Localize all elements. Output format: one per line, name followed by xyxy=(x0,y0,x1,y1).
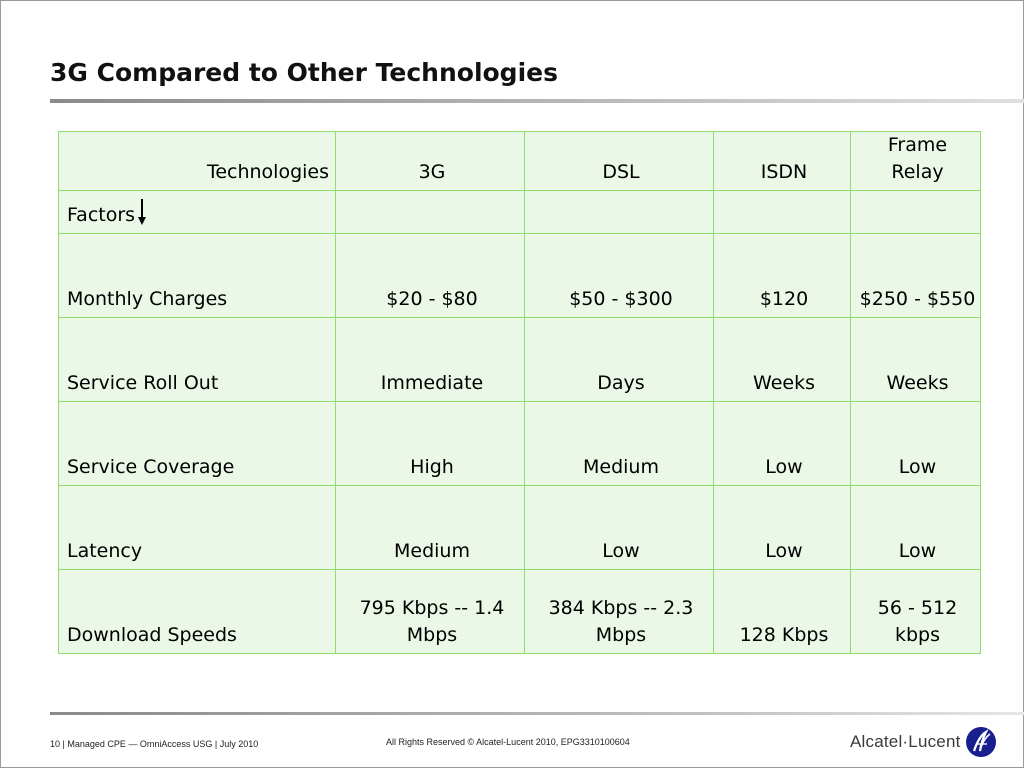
table-cell: Weeks xyxy=(713,317,851,402)
slide-title: 3G Compared to Other Technologies xyxy=(50,58,558,87)
table-cell: Low xyxy=(850,401,981,486)
factors-header-cell: Factors xyxy=(58,190,336,234)
alcatel-lucent-logo-icon xyxy=(965,727,996,757)
title-divider xyxy=(50,99,1024,103)
arrow-down-icon xyxy=(138,199,147,225)
factors-header: Factors xyxy=(67,204,136,226)
factors-row: Factors xyxy=(58,190,981,234)
logo-text: Alcatel·Lucent xyxy=(850,732,961,751)
factor-label: Latency xyxy=(58,485,336,570)
technologies-header: Technologies xyxy=(206,161,329,183)
company-logo: Alcatel·Lucent xyxy=(850,725,997,759)
table-row: Service Coverage High Medium Low Low xyxy=(58,401,981,486)
empty-cell xyxy=(524,190,714,234)
table-cell: $20 - $80 xyxy=(335,233,525,318)
table-cell: $120 xyxy=(713,233,851,318)
table-cell: Medium xyxy=(524,401,714,486)
footer-copyright: All Rights Reserved © Alcatel-Lucent 201… xyxy=(386,737,630,747)
table-header-row: Technologies 3G DSL ISDN Frame Relay xyxy=(58,131,981,191)
footer-divider xyxy=(50,712,1024,715)
empty-cell xyxy=(713,190,851,234)
table-row: Latency Medium Low Low Low xyxy=(58,485,981,570)
table-cell: Days xyxy=(524,317,714,402)
factor-label: Service Coverage xyxy=(58,401,336,486)
factor-label: Service Roll Out xyxy=(58,317,336,402)
comparison-table: Technologies 3G DSL ISDN Frame Relay Fac… xyxy=(58,131,981,654)
tech-header-frame-relay: Frame Relay xyxy=(850,131,981,191)
table-cell: 56 - 512 kbps xyxy=(850,569,981,654)
factor-label: Download Speeds xyxy=(58,569,336,654)
table-cell: 795 Kbps -- 1.4 Mbps xyxy=(335,569,525,654)
tech-header-3g: 3G xyxy=(335,131,525,191)
footer-page-info: 10 | Managed CPE — OmniAccess USG | July… xyxy=(50,739,259,749)
table-cell: Low xyxy=(524,485,714,570)
table-cell: High xyxy=(335,401,525,486)
table-cell: Medium xyxy=(335,485,525,570)
table-cell: 128 Kbps xyxy=(713,569,851,654)
table-cell: Immediate xyxy=(335,317,525,402)
tech-header-isdn: ISDN xyxy=(713,131,851,191)
empty-cell xyxy=(850,190,981,234)
table-cell: Low xyxy=(850,485,981,570)
table-cell: 384 Kbps -- 2.3 Mbps xyxy=(524,569,714,654)
empty-cell xyxy=(335,190,525,234)
table-cell: $50 - $300 xyxy=(524,233,714,318)
table-cell: $250 - $550 xyxy=(850,233,981,318)
table-cell: Weeks xyxy=(850,317,981,402)
table-cell: Low xyxy=(713,485,851,570)
table-cell: Low xyxy=(713,401,851,486)
table-row: Download Speeds 795 Kbps -- 1.4 Mbps 384… xyxy=(58,569,981,654)
table-row: Monthly Charges $20 - $80 $50 - $300 $12… xyxy=(58,233,981,318)
tech-header-dsl: DSL xyxy=(524,131,714,191)
table-row: Service Roll Out Immediate Days Weeks We… xyxy=(58,317,981,402)
technologies-header-cell: Technologies xyxy=(58,131,336,191)
factor-label: Monthly Charges xyxy=(58,233,336,318)
